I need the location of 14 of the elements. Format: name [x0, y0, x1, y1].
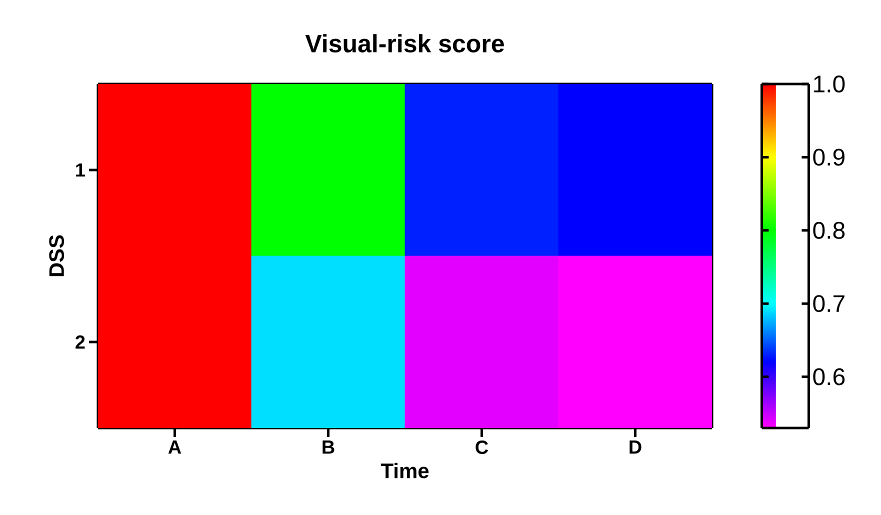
chart-title: Visual-risk score — [305, 34, 504, 52]
color-bar-label: 0.9 — [813, 148, 844, 166]
x-tick-label: A — [168, 440, 182, 454]
color-bar-label: 1.0 — [814, 76, 845, 92]
color-bar-label: 0.8 — [813, 222, 845, 239]
x-axis-title: Time — [380, 462, 429, 478]
color-bar-label: 0.6 — [813, 368, 845, 386]
y-axis-title: DSS — [49, 235, 64, 276]
x-tick-label: B — [322, 440, 334, 454]
color-bar-label: 0.7 — [813, 295, 844, 312]
x-tick-label: D — [630, 440, 642, 454]
y-tick-label: 2 — [76, 335, 85, 349]
y-tick-label: 1 — [76, 163, 85, 177]
x-tick-label: C — [476, 440, 488, 454]
